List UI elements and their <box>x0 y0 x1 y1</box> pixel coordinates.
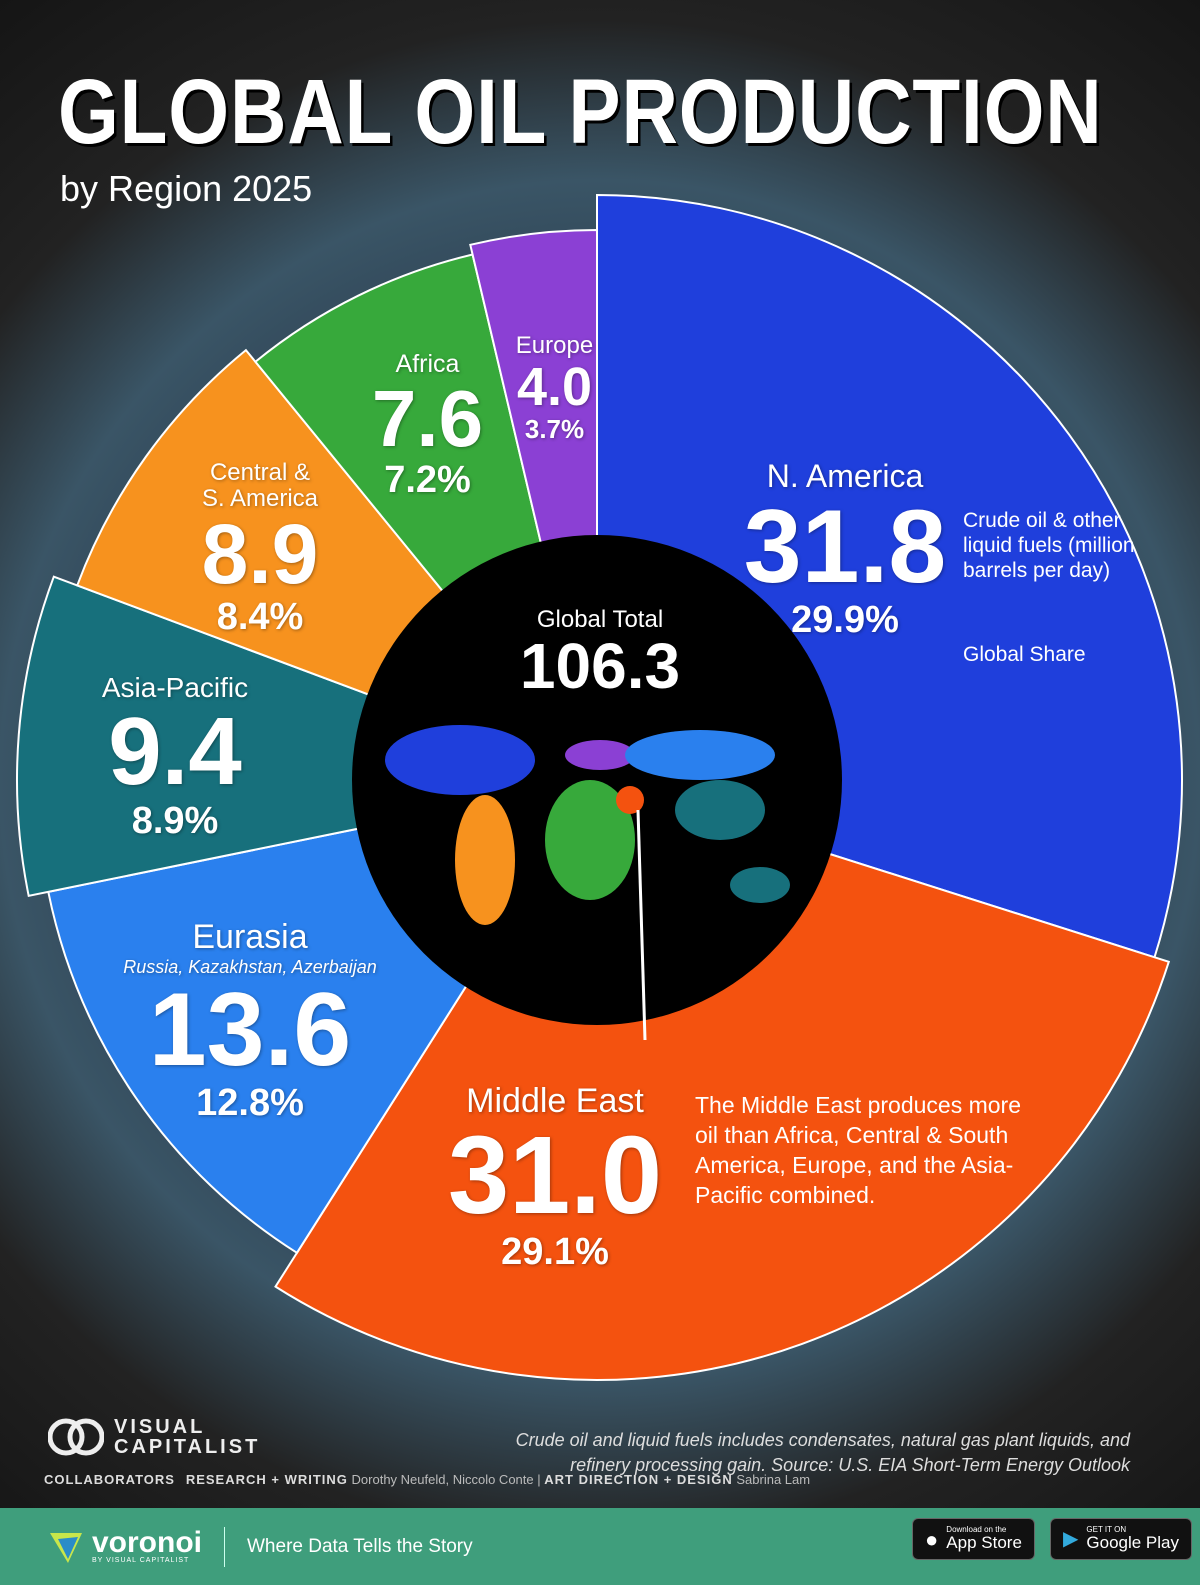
research-names: Dorothy Neufeld, Niccolo Conte <box>351 1472 534 1487</box>
me-value: 31.0 <box>447 1114 663 1237</box>
me-annotation: The Middle East produces more oil than A… <box>695 1092 1021 1208</box>
eurasia-name: Eurasia <box>192 918 308 956</box>
me-name: Middle East <box>466 1082 644 1120</box>
credits: COLLABORATORS RESEARCH + WRITING Dorothy… <box>44 1472 810 1487</box>
gplay-label: Google Play <box>1086 1533 1180 1552</box>
play-icon: ▶ <box>1063 1527 1079 1550</box>
visual-capitalist-logo: VISUAL CAPITALIST <box>48 1412 260 1462</box>
eurasia-share: 12.8% <box>196 1082 304 1124</box>
page-subtitle: by Region 2025 <box>60 168 313 209</box>
world-map <box>385 725 790 925</box>
pie-slice-middle-east <box>274 778 1171 1381</box>
share-note: Global Share <box>963 643 1086 666</box>
total-label: Global Total <box>536 606 664 633</box>
gplay-small: GET IT ON <box>1086 1525 1127 1534</box>
ap-name: Asia-Pacific <box>101 672 249 703</box>
app-store-button[interactable]: ● Download on the App Store <box>912 1518 1035 1560</box>
brand-line2: CAPITALIST <box>114 1436 261 1458</box>
csa-name-2: S. America <box>201 485 319 512</box>
na-share: 29.9% <box>791 599 899 641</box>
separator: | <box>537 1472 541 1487</box>
collaborators-label: COLLABORATORS <box>44 1472 175 1487</box>
na-value: 31.8 <box>743 489 947 605</box>
africa-value: 7.6 <box>371 374 484 463</box>
africa-name: Africa <box>395 350 460 378</box>
voronoi-wordmark: voronoi <box>92 1526 202 1559</box>
csa-name-1: Central & <box>209 459 311 486</box>
pointer-line <box>636 809 647 1041</box>
page-title: GLOBAL OIL PRODUCTION <box>58 61 1103 163</box>
research-label: RESEARCH + WRITING <box>185 1472 348 1487</box>
na-name: N. America <box>766 458 924 494</box>
design-label: ART DIRECTION + DESIGN <box>544 1472 733 1487</box>
ap-value: 9.4 <box>108 698 242 805</box>
appstore-small: Download on the <box>946 1525 1007 1534</box>
voronoi-logo[interactable]: voronoi BY VISUAL CAPITALIST <box>48 1526 202 1565</box>
ap-share: 8.9% <box>131 800 219 842</box>
voronoi-sub: BY VISUAL CAPITALIST <box>92 1557 190 1564</box>
appstore-label: App Store <box>946 1533 1022 1552</box>
tagline: Where Data Tells the Story <box>247 1535 473 1557</box>
pie-slice-asia-pacific <box>16 575 601 898</box>
europe-value: 4.0 <box>516 357 593 417</box>
google-play-button[interactable]: ▶ GET IT ON Google Play <box>1050 1518 1193 1560</box>
unit-note: Crude oil & other liquid fuels (million … <box>963 509 1135 582</box>
csa-value: 8.9 <box>201 507 319 601</box>
europe-name: Europe <box>515 332 594 359</box>
africa-share: 7.2% <box>384 459 471 501</box>
total-value: 106.3 <box>519 630 681 702</box>
source-note: Crude oil and liquid fuels includes cond… <box>515 1430 1130 1475</box>
voronoi-icon <box>50 1532 82 1563</box>
csa-share: 8.4% <box>216 596 304 638</box>
europe-share: 3.7% <box>524 414 585 444</box>
eurasia-sub: Russia, Kazakhstan, Azerbaijan <box>123 957 377 977</box>
design-names: Sabrina Lam <box>736 1472 811 1487</box>
apple-icon: ● <box>925 1526 939 1552</box>
brand-line1: VISUAL <box>114 1416 206 1438</box>
me-share: 29.1% <box>501 1231 609 1273</box>
eurasia-value: 13.6 <box>148 972 352 1088</box>
